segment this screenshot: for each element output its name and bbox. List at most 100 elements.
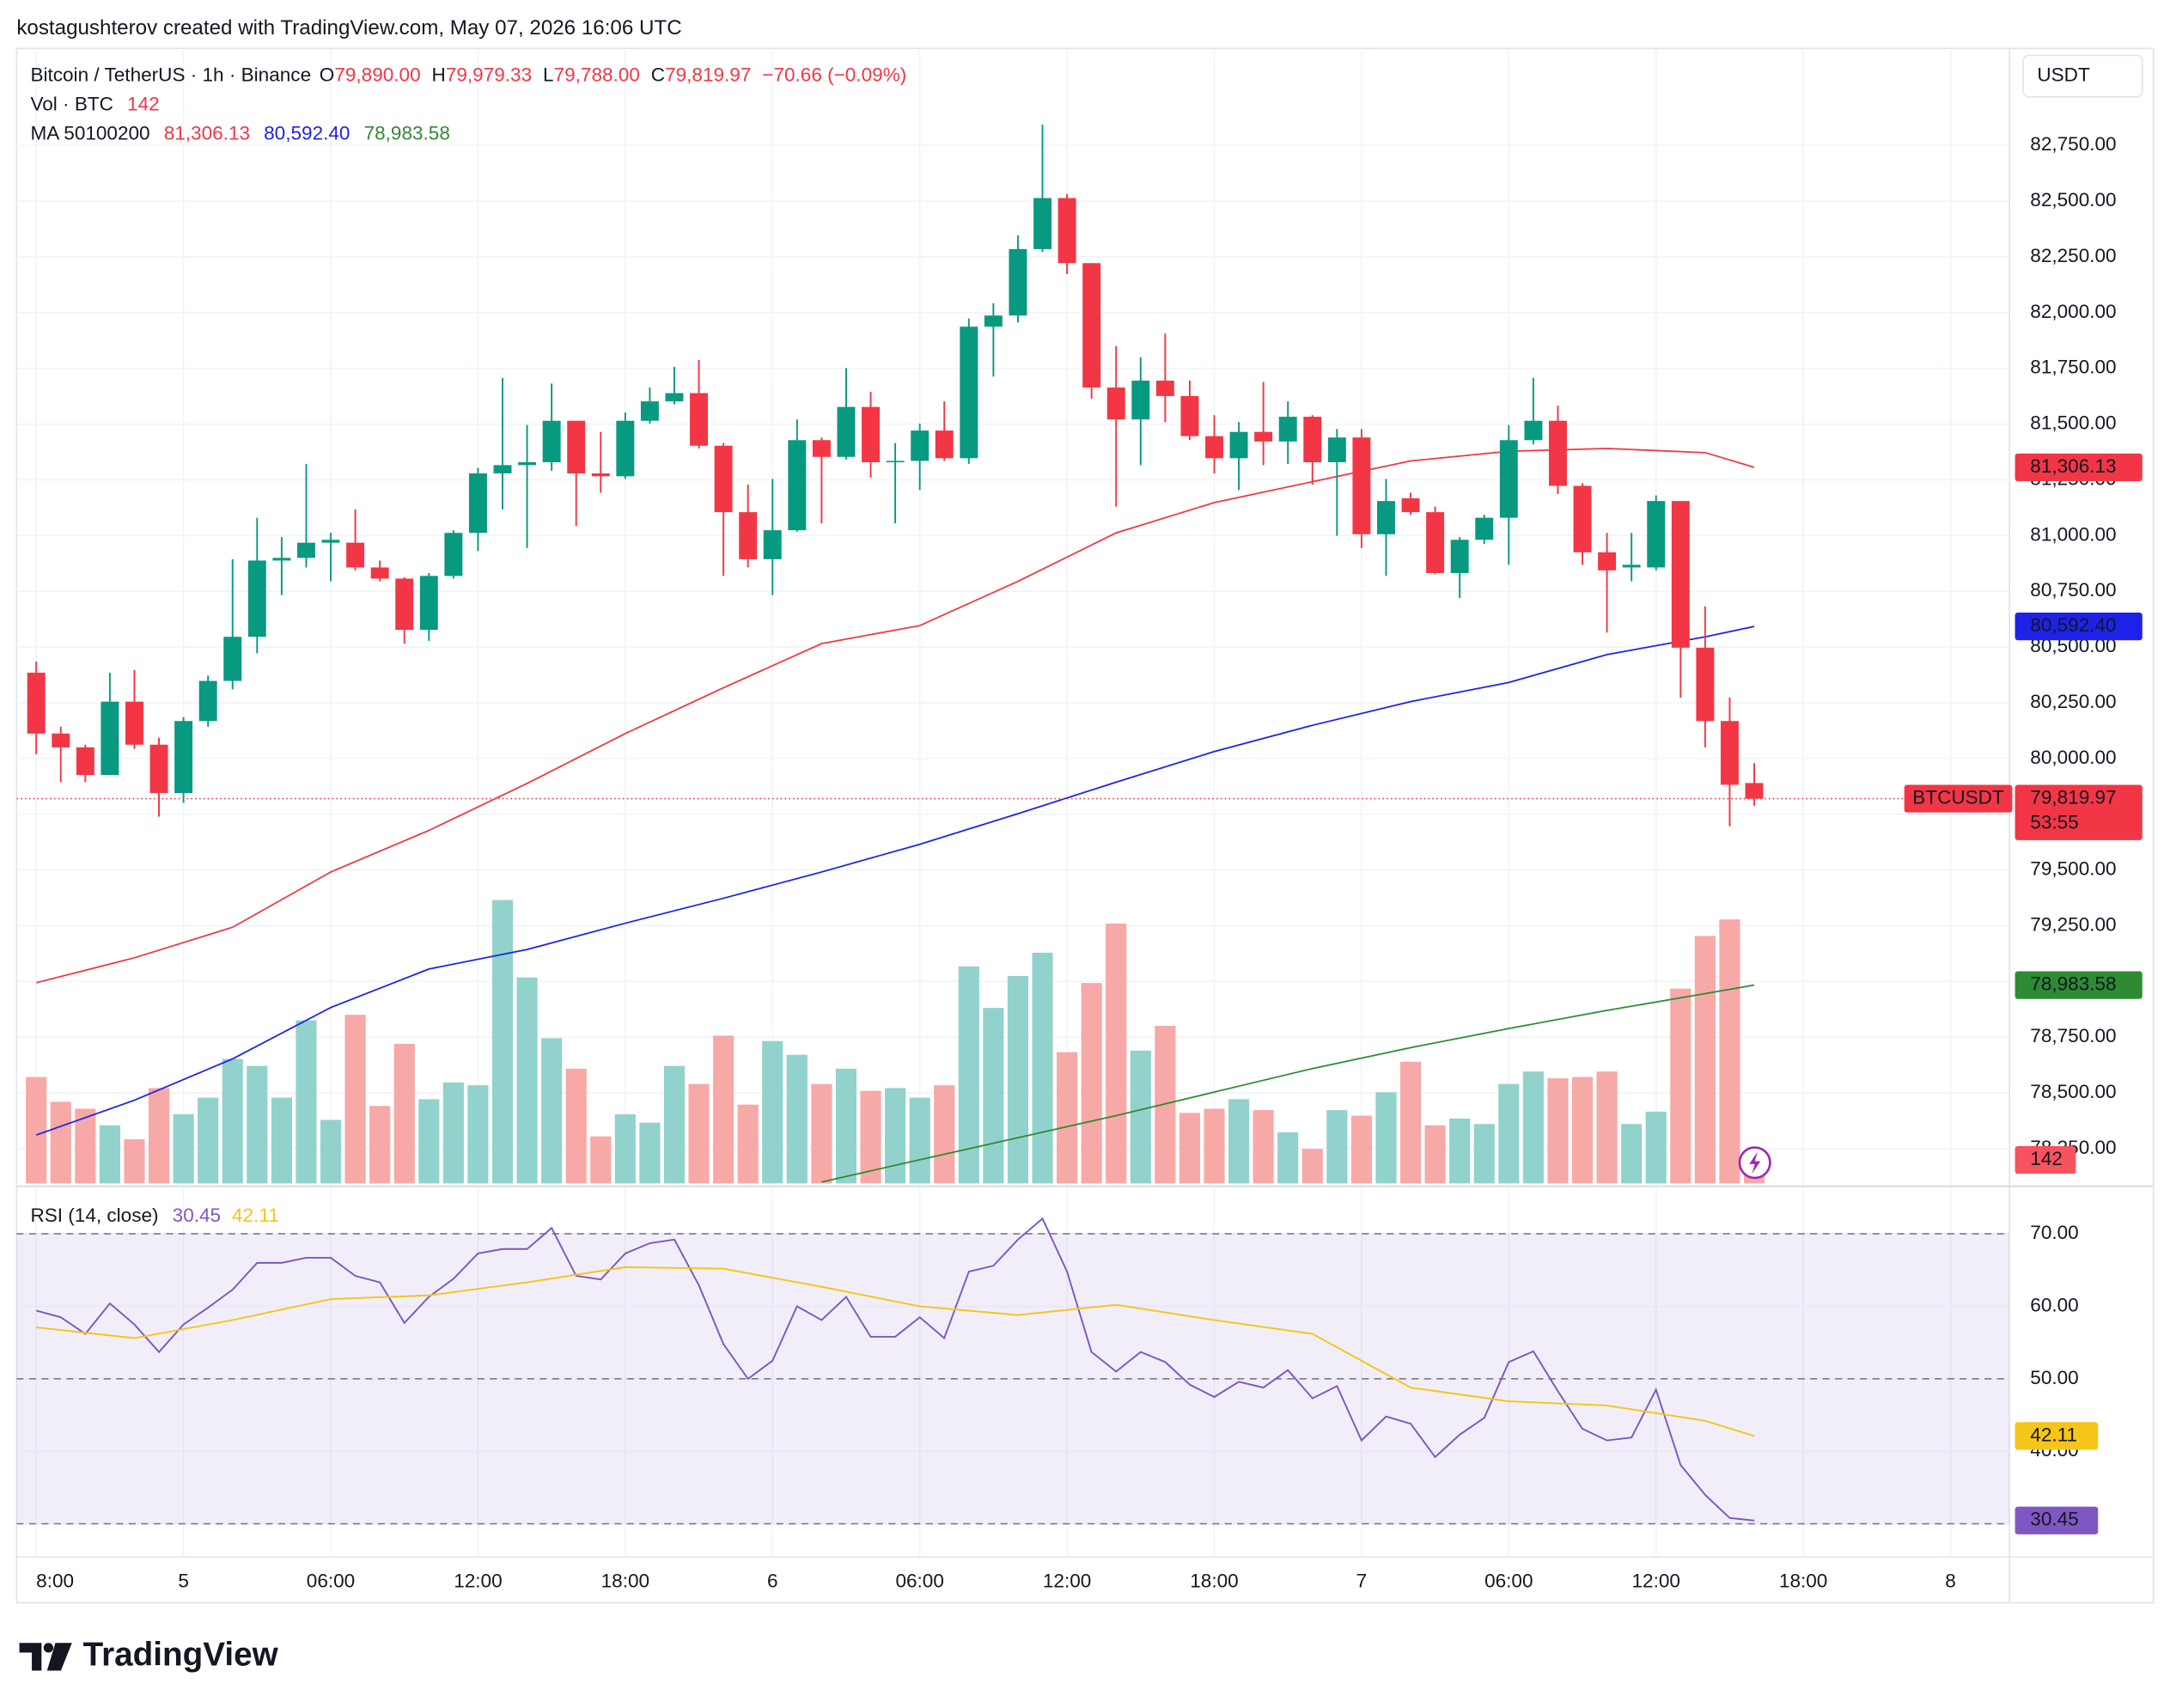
volume-bar <box>1155 1026 1176 1184</box>
candle-body <box>27 672 46 734</box>
volume-bar <box>442 1082 464 1184</box>
candle-body <box>739 512 758 559</box>
volume-bar <box>1204 1108 1225 1184</box>
volume-bar <box>860 1090 881 1184</box>
ma-value: 78,983.58 <box>364 122 450 143</box>
y-tick-label: 82,250.00 <box>2030 245 2116 266</box>
volume-bar <box>344 1015 366 1184</box>
volume-bar <box>541 1038 563 1184</box>
candle-body <box>837 406 856 457</box>
candle-body <box>542 420 561 462</box>
price-badge <box>2015 971 2143 999</box>
rsi-value: 30.45 <box>173 1205 221 1226</box>
currency-button[interactable] <box>2022 54 2143 98</box>
volume-bar <box>835 1068 857 1184</box>
candle-body <box>346 542 365 568</box>
candle-body <box>1426 512 1445 573</box>
volume-bar <box>811 1083 832 1184</box>
y-tick-label: 81,000.00 <box>2030 523 2116 545</box>
ticker: BTCUSDT <box>1912 787 2004 808</box>
volume-bar <box>1473 1124 1495 1184</box>
volume-bar <box>786 1054 808 1184</box>
volume-bar <box>1719 919 1740 1184</box>
legend-ohlc: Bitcoin / TetherUS · 1h · Binance O79,890… <box>30 64 906 86</box>
volume-bar <box>1106 923 1127 1184</box>
x-tick-label: 12:00 <box>1632 1570 1680 1591</box>
frame <box>15 47 2155 1604</box>
brand-logo <box>19 1643 72 1671</box>
low-value: 79,788.00 <box>554 64 640 86</box>
volume-bar <box>1449 1118 1471 1184</box>
candle-body <box>1475 517 1494 540</box>
volume-bar <box>590 1136 612 1184</box>
volume-bar <box>1277 1132 1299 1184</box>
candle-body <box>395 578 414 631</box>
legend-ma: MA 50100200 81,306.13 80,592.40 78,983.58 <box>30 122 449 143</box>
volume-bar <box>1399 1061 1422 1184</box>
price-badge-label: 81,306.13 <box>2030 455 2116 477</box>
high-value: 79,979.33 <box>446 64 532 86</box>
volume-bar <box>737 1104 759 1184</box>
candle-body <box>272 558 291 561</box>
volume-bar <box>1301 1149 1323 1184</box>
candle-body <box>1082 263 1101 388</box>
caption: kostagushterov created with TradingView.… <box>16 16 681 40</box>
volume-bar <box>1670 988 1692 1184</box>
x-tick-label: 6 <box>767 1570 778 1591</box>
rsi-badge-label: 42.11 <box>2030 1424 2077 1445</box>
y-tick-label: 81,500.00 <box>2030 412 2116 434</box>
volume-bar <box>1571 1077 1594 1184</box>
volume-bar <box>1032 952 1053 1184</box>
volume-value: 142 <box>127 93 160 114</box>
candle-body <box>911 430 930 461</box>
currency: USDT <box>2037 64 2090 86</box>
y-tick-label: 80,750.00 <box>2030 579 2116 601</box>
volume-bar <box>1007 976 1029 1184</box>
candle-body <box>1303 417 1322 462</box>
candle-body <box>1524 420 1543 441</box>
candle-body <box>1573 485 1592 552</box>
volume-bar <box>1621 1124 1643 1184</box>
candle-body <box>1180 395 1199 436</box>
candle-body <box>567 420 586 473</box>
volume-bar <box>688 1083 710 1184</box>
candle-body <box>1548 420 1567 486</box>
volume-bar <box>516 977 538 1184</box>
candle-body <box>1058 198 1076 264</box>
volume-bar <box>393 1044 415 1184</box>
candle-body <box>444 533 463 576</box>
x-tick-label: 8:00 <box>36 1570 74 1591</box>
volume-bar <box>491 900 514 1184</box>
candle-body <box>493 465 512 473</box>
price-badge-label: 79,819.97 <box>2030 787 2116 808</box>
candle-body <box>468 473 487 534</box>
candle-body <box>1205 436 1223 459</box>
volume-bar <box>1228 1099 1250 1184</box>
y-tick-label: 82,000.00 <box>2030 301 2116 322</box>
candle-body <box>101 701 119 776</box>
volume-badge <box>2015 1145 2076 1174</box>
candle-body <box>1598 552 1617 570</box>
candle-body <box>1745 783 1764 799</box>
x-tick-label: 06:00 <box>895 1570 943 1591</box>
price-badge <box>2015 784 2143 840</box>
volume-bar <box>1350 1115 1372 1184</box>
volume-bar <box>124 1138 145 1184</box>
ma-name: MA 50100200 <box>30 122 149 143</box>
volume-bar <box>26 1077 47 1184</box>
y-tick-label: 60.00 <box>2030 1294 2078 1315</box>
candle-body <box>812 440 831 457</box>
candle-body <box>1327 437 1346 462</box>
volume-badge-label: 142 <box>2030 1148 2063 1169</box>
volume-bar <box>99 1125 120 1184</box>
candle-body <box>1671 501 1690 648</box>
candle-body <box>1155 381 1174 396</box>
candle-body <box>518 461 537 466</box>
candle-body <box>1352 437 1371 534</box>
x-tick-label: 7 <box>1356 1570 1368 1591</box>
ma-value: 80,592.40 <box>264 122 350 143</box>
volume-bar <box>50 1101 71 1184</box>
y-tick-label: 78,750.00 <box>2030 1025 2116 1046</box>
candle-body <box>1131 381 1150 420</box>
